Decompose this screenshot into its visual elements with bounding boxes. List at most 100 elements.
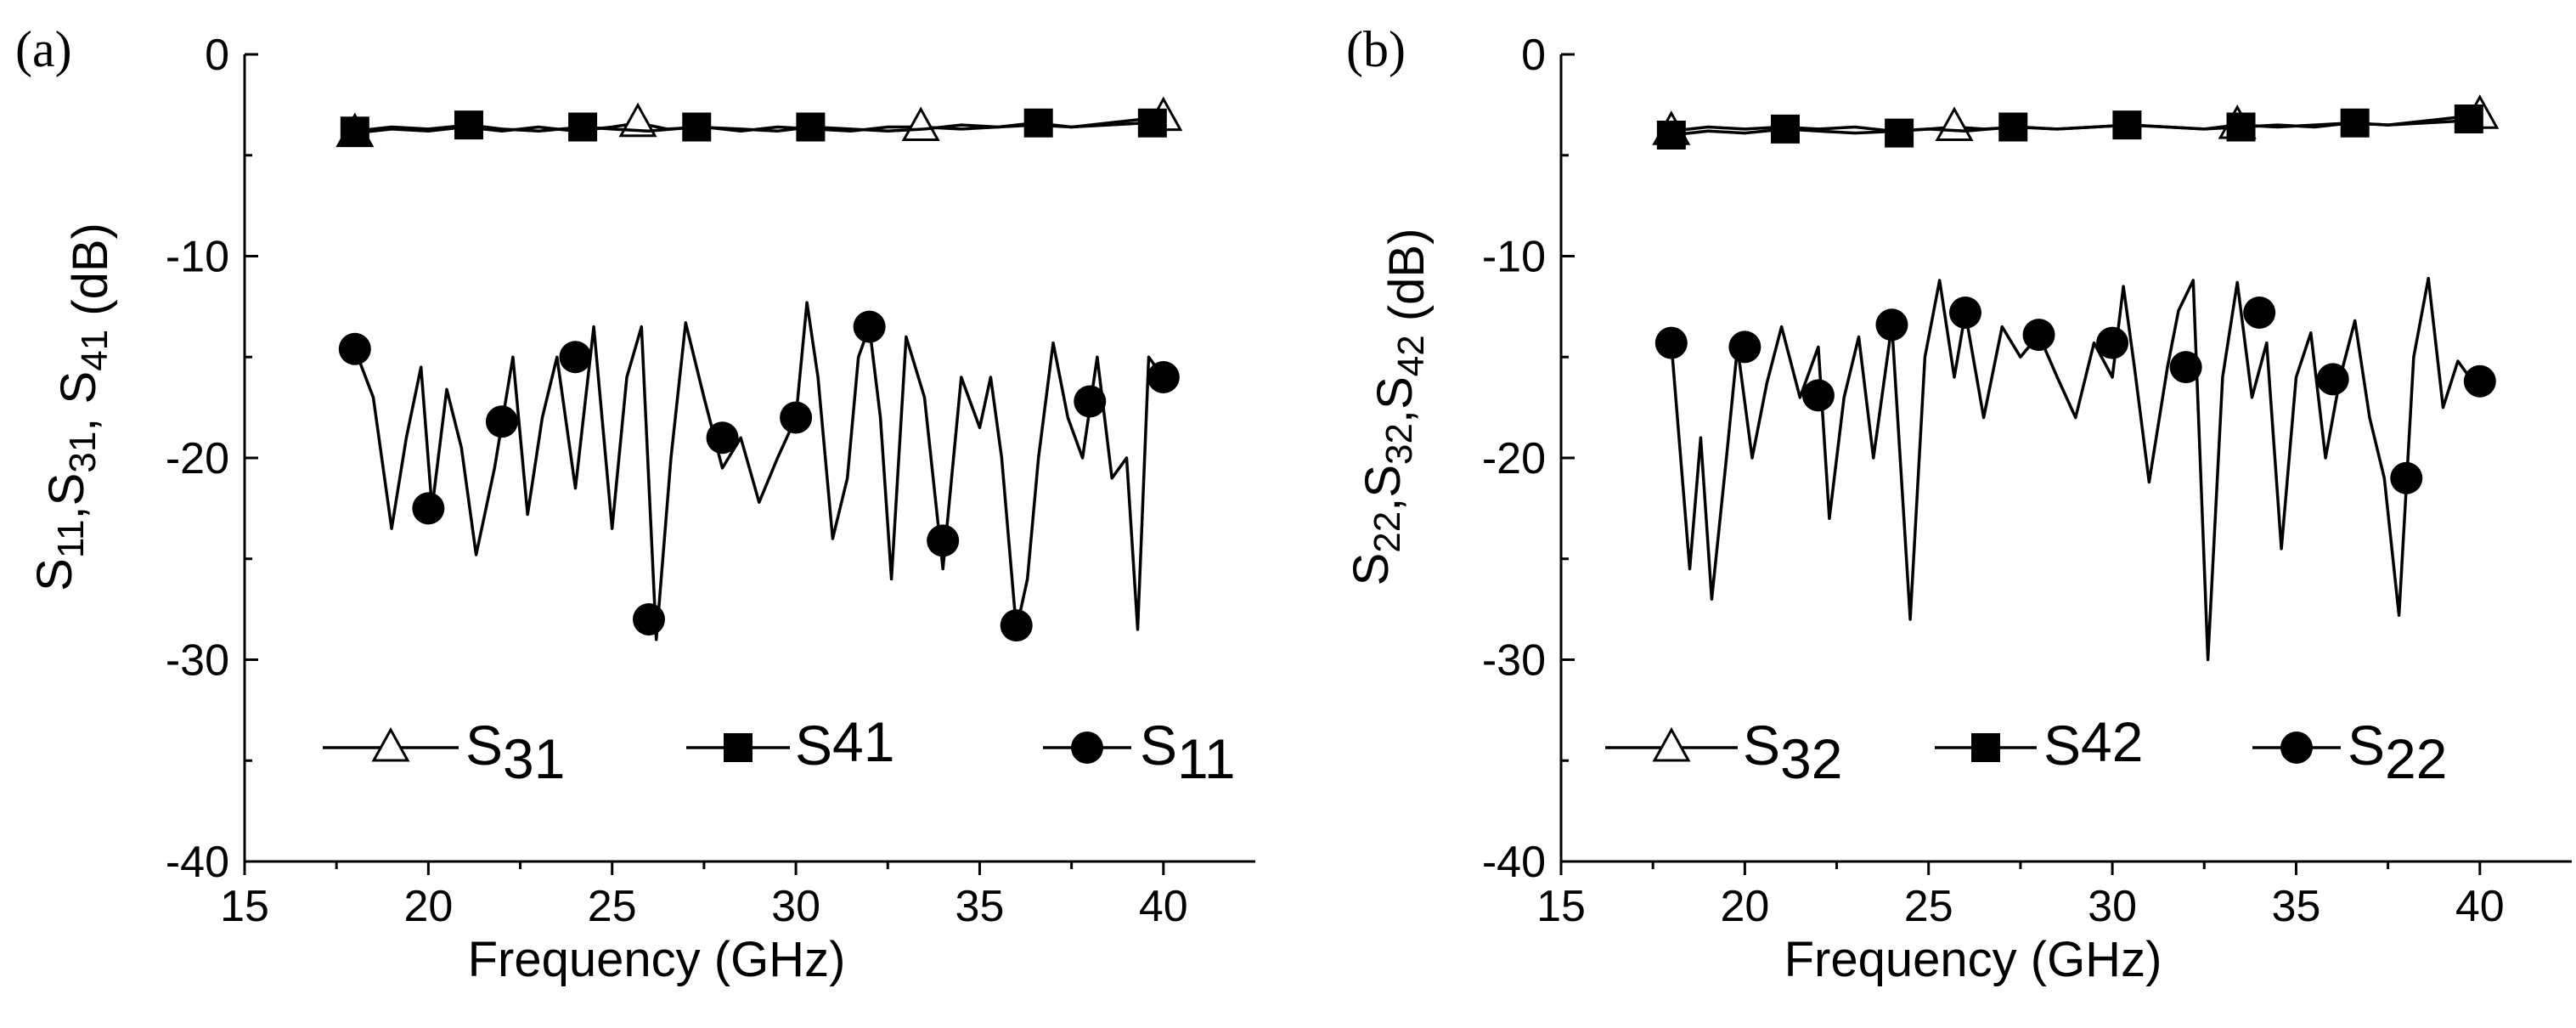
y-tick-label: -10 — [166, 233, 229, 282]
legend-entry-S42: S42 — [1935, 710, 2143, 777]
series-line-S11 — [353, 301, 1165, 641]
data-point-S42 — [1656, 121, 1686, 150]
data-point-S22 — [1949, 297, 1981, 329]
legend-label-subscript: 41 — [832, 710, 894, 773]
data-point-S11 — [780, 401, 813, 434]
y-axis-label-part: , S — [51, 371, 106, 432]
x-tick-label: 40 — [1139, 882, 1188, 931]
data-point-S42 — [2112, 110, 2142, 140]
y-tick-label: -30 — [1482, 636, 1546, 686]
legend-marker — [371, 726, 410, 762]
data-point-S42 — [2340, 108, 2370, 138]
data-point-S22 — [2096, 326, 2129, 359]
y-axis-label-part: ,S — [1367, 376, 1423, 423]
legend-label: S22 — [2348, 714, 2447, 790]
y-axis-label-subscript: 22 — [1367, 511, 1408, 553]
data-point-S22 — [1728, 330, 1761, 364]
y-axis-label-subscript: 11 — [50, 519, 92, 558]
data-point-S41 — [340, 116, 369, 146]
data-point-S31 — [901, 106, 940, 141]
legend-label-subscript: 22 — [2385, 727, 2447, 790]
y-axis-label-subscript: 41 — [74, 330, 116, 371]
x-tick-label: 25 — [1904, 882, 1953, 931]
data-point-S11 — [927, 524, 960, 557]
legend-label-subscript: 11 — [1177, 727, 1236, 790]
y-tick-label: -20 — [1482, 434, 1546, 483]
data-point-S22 — [2316, 363, 2349, 396]
x-axis-label: Frequency (GHz) — [1784, 932, 2162, 987]
data-point-S31 — [618, 102, 657, 138]
y-axis-label-part: S — [1344, 553, 1399, 586]
data-point-S11 — [559, 341, 592, 374]
legend-label: S42 — [2043, 710, 2143, 777]
legend-entry-S41: S41 — [686, 710, 894, 777]
data-point-S42 — [2226, 112, 2256, 142]
legend-entry-S11: S11 — [1043, 714, 1236, 790]
data-point-S11 — [485, 405, 518, 438]
data-point-S42 — [1885, 118, 1914, 148]
data-point-S11 — [338, 332, 371, 365]
x-tick-label: 30 — [771, 882, 820, 931]
series-line-S22 — [1670, 276, 2480, 662]
x-axis-label: Frequency (GHz) — [468, 932, 846, 987]
legend-label-main: S — [465, 714, 503, 777]
x-tick-label: 15 — [1536, 882, 1586, 931]
panel-label: (a) — [15, 21, 72, 77]
data-point-S42 — [1998, 112, 2028, 142]
y-axis-label-subscript: 42 — [1390, 335, 1432, 376]
legend-label-main: S — [1743, 714, 1780, 777]
y-axis-label-part: (dB) — [63, 223, 118, 330]
y-axis-label-subscript: 32 — [1378, 423, 1420, 465]
y-axis-label: S11,S31, S41 (dB) — [27, 223, 118, 591]
data-point-S22 — [2243, 297, 2276, 329]
data-point-S41 — [796, 112, 826, 142]
x-tick-label: 30 — [2088, 882, 2137, 931]
legend-marker — [724, 733, 753, 762]
y-axis-label-part: ,S — [39, 473, 94, 520]
series-S42 — [1656, 104, 2483, 150]
data-point-S11 — [1074, 385, 1107, 418]
data-point-S22 — [1875, 308, 1908, 342]
legend-label: S41 — [795, 710, 894, 777]
data-point-S22 — [2463, 364, 2496, 398]
x-tick-label: 25 — [588, 882, 637, 931]
y-tick-label: -30 — [166, 636, 229, 686]
legend-label-subscript: 31 — [503, 727, 565, 790]
x-tick-label: 15 — [220, 882, 269, 931]
data-point-S11 — [633, 603, 665, 635]
data-point-S41 — [1023, 108, 1053, 138]
data-point-S41 — [682, 112, 712, 142]
legend-marker — [1652, 726, 1691, 762]
data-point-S11 — [1147, 361, 1180, 393]
panel-label: (b) — [1346, 21, 1406, 77]
legend-label-main: S — [2043, 714, 2081, 777]
y-tick-label: -40 — [166, 838, 229, 887]
y-tick-label: 0 — [205, 31, 229, 80]
data-point-S11 — [1000, 609, 1033, 642]
legend-marker — [1071, 731, 1103, 764]
data-point-S11 — [853, 310, 886, 343]
x-tick-label: 35 — [2272, 882, 2321, 931]
legend-marker — [2280, 731, 2313, 764]
legend-label-main: S — [1140, 714, 1177, 777]
data-point-S41 — [454, 110, 483, 140]
data-point-S22 — [2390, 461, 2423, 494]
legend-entry-S32: S32 — [1605, 714, 1842, 790]
legend-label-subscript: 42 — [2081, 710, 2143, 773]
series-S41 — [340, 108, 1167, 146]
data-point-S22 — [2022, 319, 2055, 352]
y-axis-label-part: ,S — [1356, 465, 1411, 511]
legend-label-subscript: 32 — [1780, 727, 1842, 790]
data-point-S41 — [568, 112, 598, 142]
legend-label-main: S — [2348, 714, 2385, 777]
x-tick-label: 40 — [2455, 882, 2505, 931]
y-axis-label-part: (dB) — [1379, 229, 1435, 336]
series-S11 — [338, 301, 1180, 642]
y-tick-label: 0 — [1521, 31, 1546, 80]
legend-label: S11 — [1140, 714, 1236, 790]
x-tick-label: 20 — [403, 882, 453, 931]
legend-entry-S22: S22 — [2252, 714, 2447, 790]
